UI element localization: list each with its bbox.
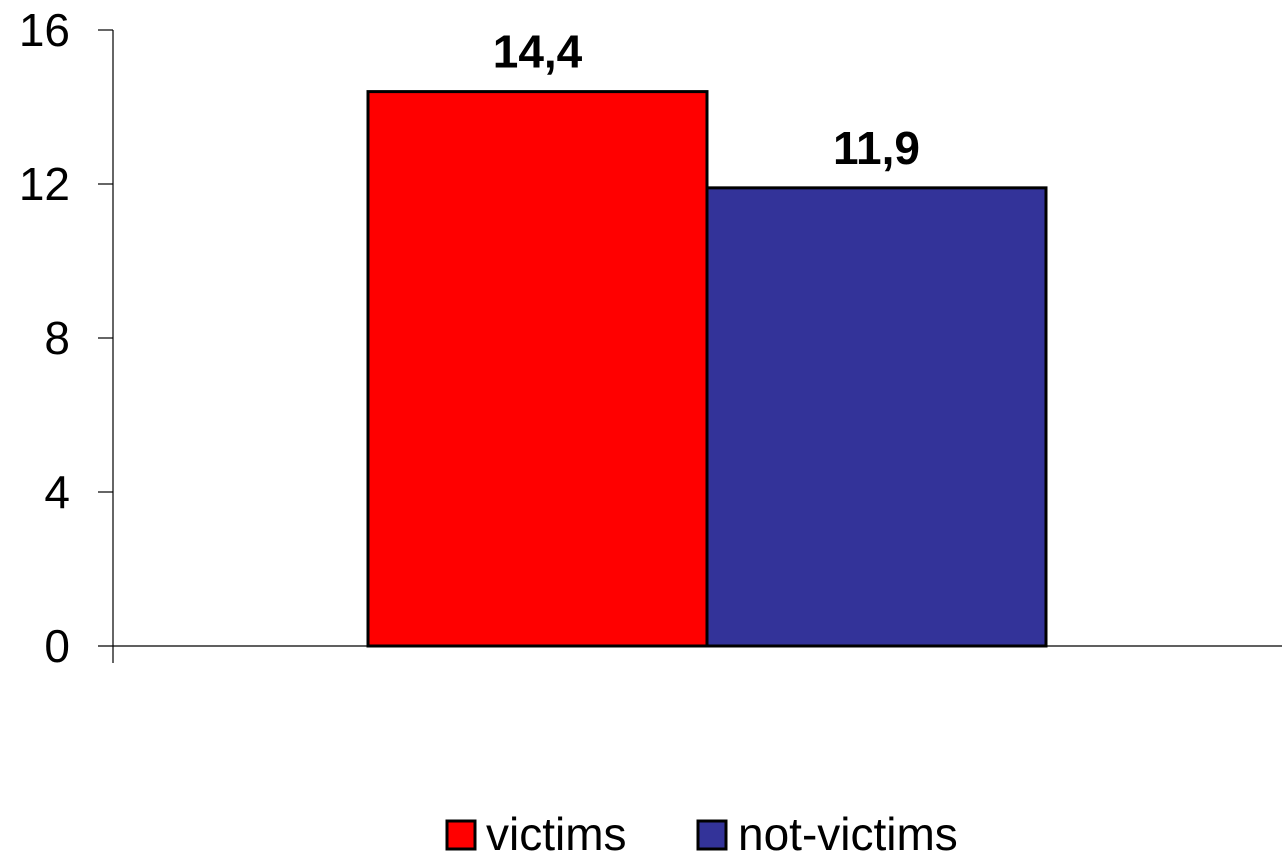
bar-victims	[366, 90, 709, 648]
y-tick-label: 4	[44, 466, 70, 518]
y-tick-label: 0	[44, 620, 70, 672]
data-label-not-victims: 11,9	[833, 122, 920, 174]
legend-swatch-not-victims	[696, 819, 728, 851]
data-label-victims: 14,4	[493, 26, 583, 78]
legend-label-victims: victims	[486, 808, 627, 857]
y-tick-label: 16	[19, 4, 70, 56]
legend-label-not-victims: not-victims	[738, 808, 958, 857]
bar-not-victims	[705, 186, 1048, 648]
data-labels-layer: 14,4 11,9	[493, 26, 920, 174]
legend-swatch-victims	[445, 819, 477, 851]
axes-layer: 0 4 8 12 16	[19, 4, 1282, 672]
bars-layer	[366, 90, 1048, 648]
y-tick-label: 8	[44, 312, 70, 364]
y-tick-label: 12	[19, 158, 70, 210]
legend: victims not-victims	[445, 808, 958, 860]
